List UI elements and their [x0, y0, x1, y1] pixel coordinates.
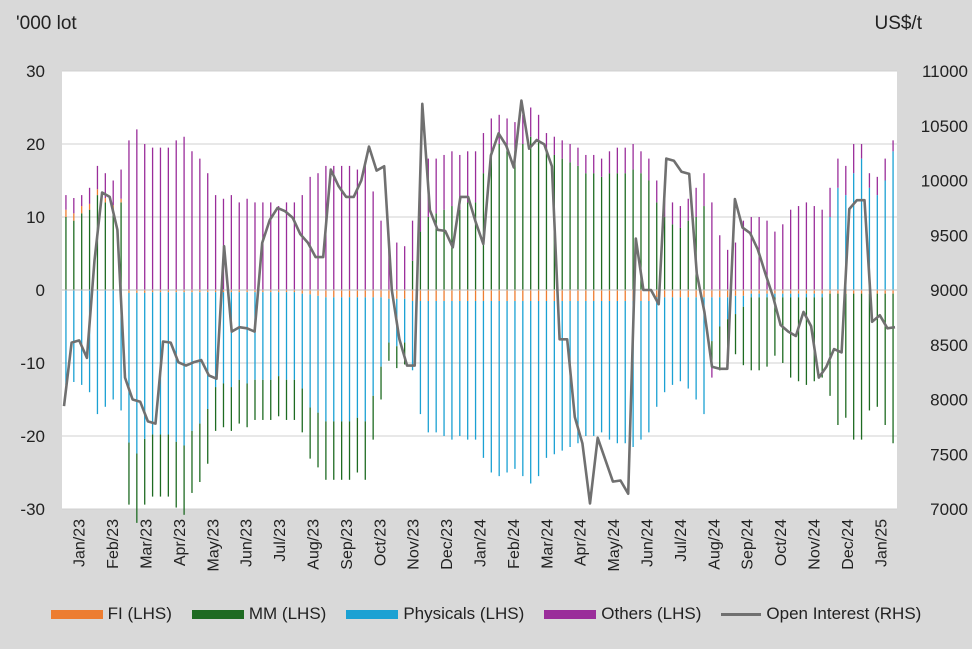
right-tick-label: 8000 [930, 391, 968, 410]
legend-label-mm: MM (LHS) [248, 604, 327, 623]
left-tick-label: 0 [36, 281, 45, 300]
legend-item-mm: MM (LHS) [191, 604, 327, 624]
x-tick-label: Sep/23 [339, 519, 356, 570]
left-axis-unit: '000 lot [16, 13, 77, 34]
x-tick-label: Mar/23 [139, 519, 156, 569]
left-tick-label: 30 [26, 62, 45, 81]
x-tick-label: Sep/24 [740, 519, 757, 570]
left-tick-label: -30 [20, 500, 45, 519]
right-tick-label: 9000 [930, 281, 968, 300]
x-tick-label: May/23 [205, 519, 222, 572]
x-tick-label: Apr/24 [573, 519, 590, 566]
right-tick-label: 10000 [921, 172, 968, 191]
legend-swatch-fi [50, 609, 103, 619]
x-tick-label: Aug/24 [706, 519, 723, 570]
right-tick-label: 8500 [930, 336, 968, 355]
legend-label-others: Others (LHS) [601, 604, 702, 623]
left-tick-label: -10 [20, 354, 45, 373]
x-tick-label: Jun/24 [640, 519, 657, 567]
chart-legend: FI (LHS) MM (LHS) Physicals (LHS) Others… [0, 604, 972, 624]
x-tick-label: Oct/24 [773, 519, 790, 566]
legend-item-physicals: Physicals (LHS) [346, 604, 524, 624]
legend-item-fi: FI (LHS) [50, 604, 172, 624]
open-interest-line [62, 99, 896, 505]
right-tick-label: 10500 [921, 117, 968, 136]
left-tick-label: 10 [26, 208, 45, 227]
x-tick-label: Oct/23 [372, 519, 389, 566]
legend-swatch-physicals [346, 609, 399, 619]
x-tick-label: Feb/23 [105, 519, 122, 569]
x-tick-label: Mar/24 [539, 519, 556, 569]
legend-label-fi: FI (LHS) [107, 604, 172, 623]
right-tick-label: 11000 [922, 62, 968, 81]
x-tick-label: Aug/23 [306, 519, 323, 570]
x-tick-label: Jun/23 [239, 519, 256, 567]
cot-positioning-chart: 30 20 10 0 -10 -20 -30 11000 10500 10000 9500 9000 8… [20, 62, 968, 572]
x-tick-label: May/24 [606, 519, 623, 572]
left-tick-label: -20 [20, 427, 45, 446]
right-tick-label: 7500 [930, 445, 968, 464]
x-tick-label: Nov/24 [807, 519, 824, 570]
x-tick-label: Feb/24 [506, 519, 523, 569]
legend-swatch-mm [191, 609, 244, 619]
x-tick-label: Jul/23 [272, 519, 289, 562]
left-tick-label: 20 [26, 135, 45, 154]
legend-swatch-others [544, 609, 597, 619]
right-tick-label: 9500 [930, 226, 968, 245]
legend-label-physicals: Physicals (LHS) [403, 604, 525, 623]
x-tick-label: Jul/24 [673, 519, 690, 562]
legend-swatch-open-interest [721, 612, 762, 616]
legend-label-open-interest: Open Interest (RHS) [766, 604, 922, 623]
x-tick-label: Jan/24 [473, 519, 490, 567]
x-tick-label: Jan/25 [873, 519, 890, 567]
x-tick-label: Apr/23 [172, 519, 189, 566]
x-tick-label: Nov/23 [406, 519, 423, 570]
legend-item-open-interest: Open Interest (RHS) [721, 604, 921, 624]
x-tick-label: Jan/23 [72, 519, 89, 567]
x-tick-label: Dec/23 [439, 519, 456, 570]
right-tick-label: 7000 [930, 500, 968, 519]
right-axis-unit: US$/t [874, 13, 922, 34]
x-tick-label: Dec/24 [840, 519, 857, 570]
legend-item-others: Others (LHS) [544, 604, 701, 624]
